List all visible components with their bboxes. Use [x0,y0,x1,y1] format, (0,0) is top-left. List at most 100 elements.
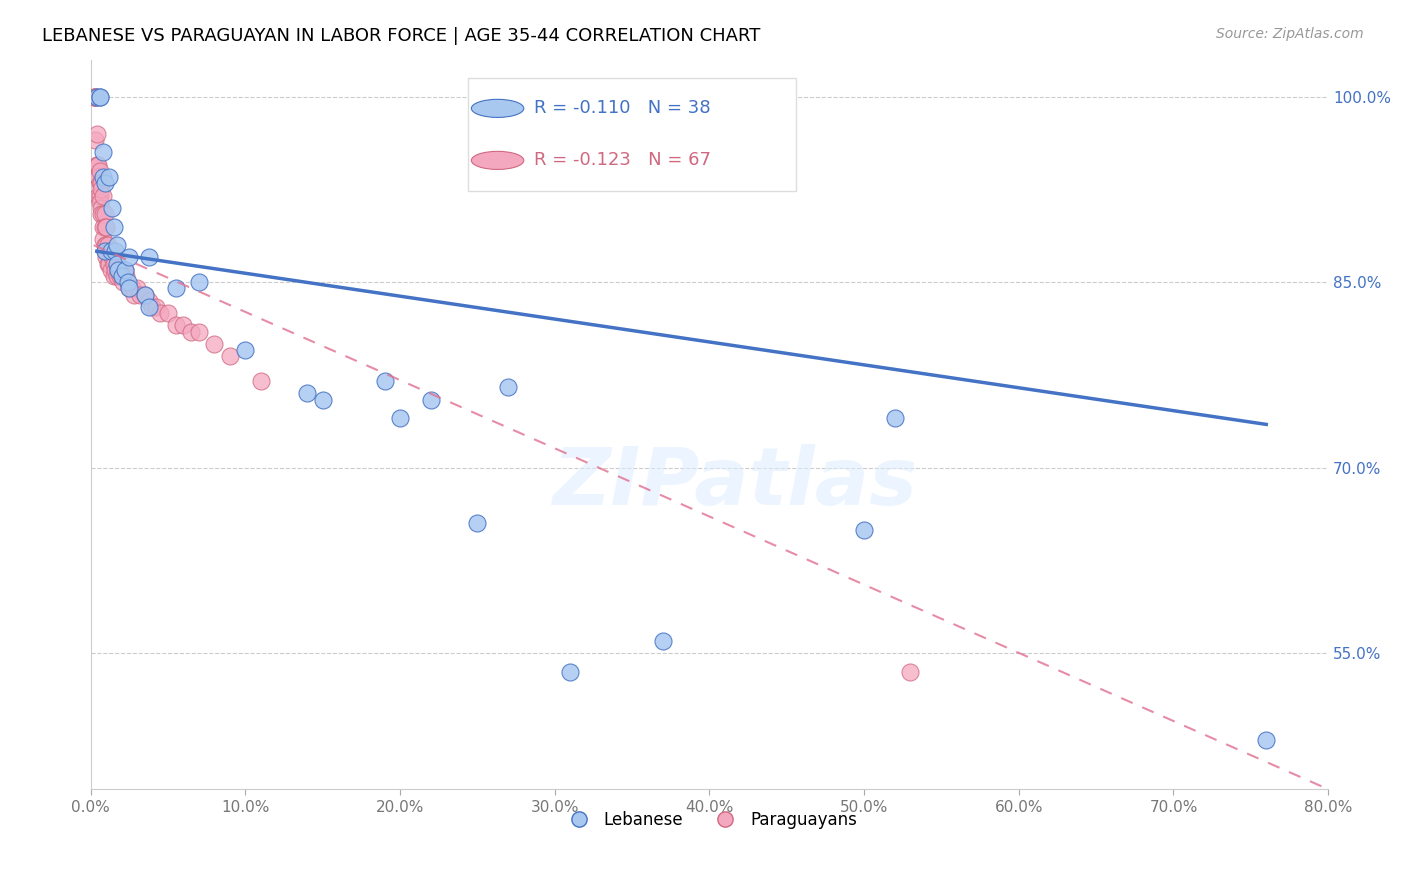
Point [87,158,110,172]
Point [97,238,120,252]
Point [86,127,108,141]
Point [89,164,111,178]
Point [156,306,179,320]
Point [84,133,107,147]
Point [115,268,138,283]
Point [103,219,125,234]
Point [118,251,141,265]
Point [100,244,122,259]
Point [84,89,107,103]
Point [89,89,111,103]
Point [98,170,121,185]
Point [373,374,395,388]
Point [105,238,128,252]
Point [112,275,135,289]
Point [853,523,876,537]
Text: Source: ZipAtlas.com: Source: ZipAtlas.com [1216,27,1364,41]
Point [118,281,141,295]
Point [91,207,114,221]
Point [98,244,121,259]
Point [90,201,112,215]
Point [108,268,131,283]
Point [141,300,163,314]
Point [87,170,110,185]
Point [93,238,115,252]
Point [91,232,114,246]
Point [94,219,117,234]
Point [91,188,114,202]
Point [145,300,167,314]
Point [103,257,125,271]
Point [388,411,411,425]
Point [884,411,907,425]
Point [91,219,114,234]
Point [165,281,187,295]
Point [104,262,127,277]
Point [149,306,172,320]
Point [83,89,105,103]
Point [498,380,520,394]
Point [98,257,121,271]
Point [90,176,112,190]
Point [121,281,143,295]
Legend: Lebanese, Paraguayans: Lebanese, Paraguayans [555,805,863,836]
Point [187,275,209,289]
Point [93,176,115,190]
Point [97,257,120,271]
Point [114,262,136,277]
Point [90,182,112,196]
Point [86,89,108,103]
Point [165,318,187,333]
Point [134,287,156,301]
Point [104,244,127,259]
Point [84,89,107,103]
Point [134,287,156,301]
Point [101,201,124,215]
Point [172,318,194,333]
Point [138,300,160,314]
Point [87,170,110,185]
Point [233,343,256,358]
Point [100,244,122,259]
Point [103,268,125,283]
Point [202,337,225,351]
Point [91,170,114,185]
Point [100,262,122,277]
Point [84,89,107,103]
Point [1256,732,1278,747]
Point [107,262,129,277]
Point [101,251,124,265]
Point [87,188,110,202]
Point [652,633,675,648]
Point [89,176,111,190]
Point [89,188,111,202]
Point [94,238,117,252]
Point [295,386,318,401]
Point [129,287,152,301]
Point [900,665,922,679]
Point [218,350,240,364]
Point [180,325,202,339]
Point [249,374,271,388]
Point [110,268,132,283]
Text: ZIPatlas: ZIPatlas [551,444,917,522]
Point [125,281,148,295]
Point [419,392,441,407]
Point [93,207,115,221]
Point [91,145,114,160]
Point [138,251,160,265]
Point [560,665,582,679]
Point [117,275,139,289]
Point [467,516,489,531]
Point [90,207,112,221]
Point [105,268,128,283]
Point [93,244,115,259]
Point [138,293,160,308]
Point [107,262,129,277]
Point [110,268,132,283]
Point [187,325,209,339]
Text: LEBANESE VS PARAGUAYAN IN LABOR FORCE | AGE 35-44 CORRELATION CHART: LEBANESE VS PARAGUAYAN IN LABOR FORCE | … [42,27,761,45]
Point [86,158,108,172]
Point [89,89,111,103]
Point [118,281,141,295]
